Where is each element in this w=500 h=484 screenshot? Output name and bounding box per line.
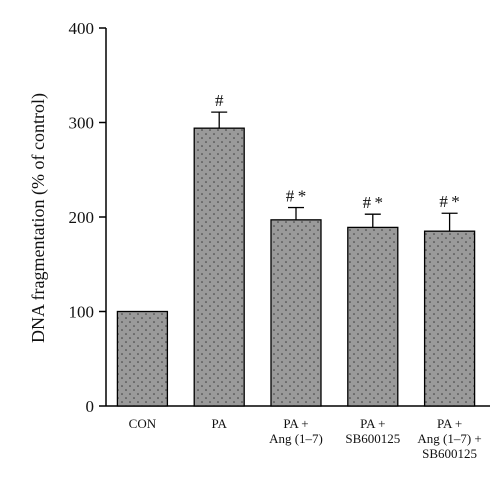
y-axis: 0 100 200 300 400 (69, 19, 107, 416)
bar (193, 127, 245, 407)
x-tick-label-line: PA + (360, 416, 385, 431)
significance-label: # (215, 91, 224, 110)
x-tick-label: PA (211, 416, 227, 431)
x-tick-label: PA + Ang (1–7) (269, 416, 323, 446)
y-tick-label: 200 (69, 208, 95, 227)
x-tick-label: CON (129, 416, 157, 431)
x-tick-label-line: CON (129, 416, 157, 431)
y-tick-label: 100 (69, 303, 95, 322)
x-tick-label-line: Ang (1–7) + (417, 431, 481, 446)
bar (270, 219, 322, 407)
bar (423, 230, 476, 407)
x-tick-label: PA + Ang (1–7) + SB600125 (417, 416, 481, 461)
bar (347, 226, 399, 407)
x-tick-label-line: PA + (283, 416, 308, 431)
x-tick-label-line: PA (211, 416, 227, 431)
bars: # # * # * # * (116, 91, 476, 407)
x-tick-label-line: SB600125 (422, 446, 477, 461)
x-tick-label-line: Ang (1–7) (269, 431, 323, 446)
significance-label: # * (439, 192, 459, 211)
x-tick-label-line: SB600125 (345, 431, 400, 446)
x-tick-label: PA + SB600125 (345, 416, 400, 446)
significance-label: # * (363, 193, 383, 212)
y-tick-label: 0 (86, 397, 95, 416)
y-tick-label: 400 (69, 19, 95, 38)
y-tick-label: 300 (69, 114, 95, 133)
significance-label: # * (286, 187, 306, 206)
bar (116, 310, 169, 407)
x-tick-label-line: PA + (437, 416, 462, 431)
y-axis-title: DNA fragmentation (% of control) (28, 93, 49, 343)
